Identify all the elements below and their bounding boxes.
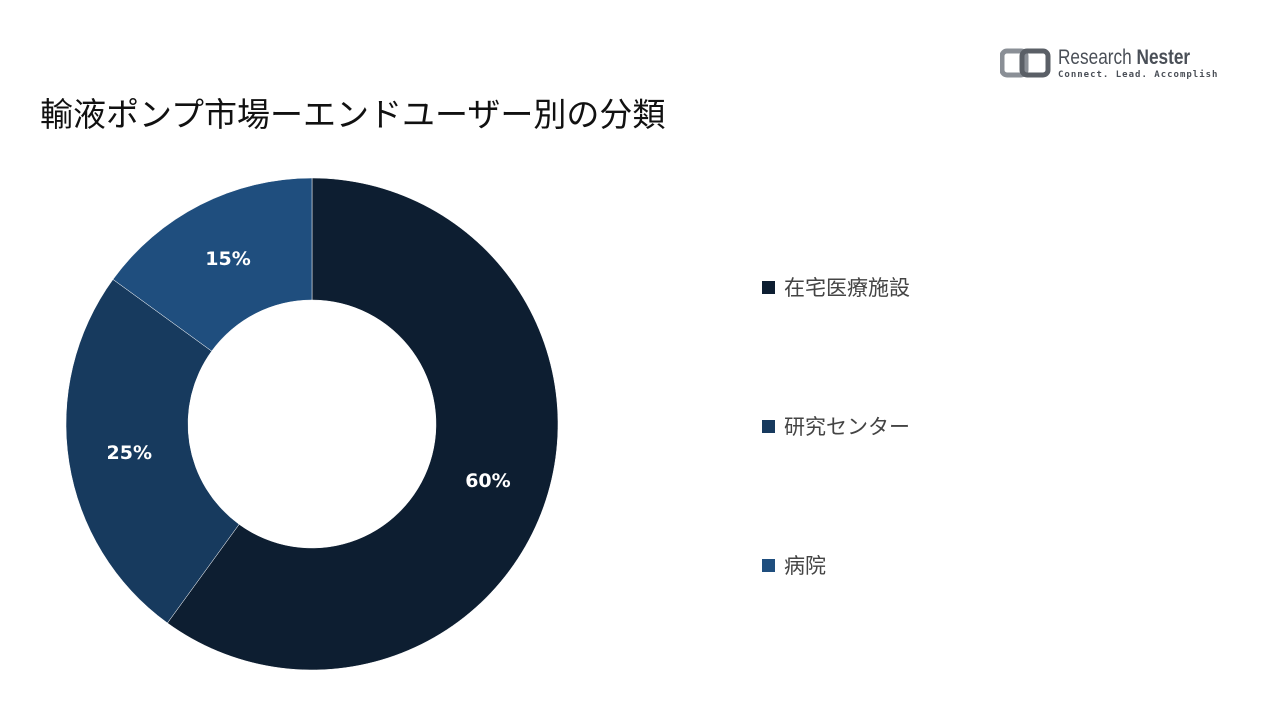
logo-name-part1: Research (1058, 46, 1132, 69)
donut-slice-2 (112, 177, 313, 352)
legend-swatch (762, 558, 775, 572)
research-nester-logo-icon (1000, 48, 1051, 78)
legend-swatch (762, 419, 775, 433)
slice-data-label-2: 15% (205, 248, 250, 270)
research-nester-logo: Research Nester Connect. Lead. Accomplis… (1000, 46, 1230, 86)
legend-item-0: 在宅医療施設 (762, 272, 910, 302)
legend-item-2: 病院 (762, 550, 826, 580)
legend-label: 在宅医療施設 (784, 276, 910, 300)
legend-label: 病院 (784, 554, 826, 578)
donut-slice-0 (167, 177, 559, 671)
page-title: 輸液ポンプ市場ーエンドユーザー別の分類 (40, 95, 666, 134)
logo-name-part2: Nester (1136, 46, 1191, 69)
slice-data-label-0: 60% (465, 470, 510, 492)
legend-label: 研究センター (784, 415, 910, 439)
slice-data-label-1: 25% (107, 442, 152, 464)
logo-tagline: Connect. Lead. Accomplish (1058, 70, 1219, 80)
legend-swatch (762, 280, 775, 294)
legend-item-1: 研究センター (762, 411, 910, 441)
donut-slice-1 (65, 279, 240, 624)
donut-chart: 60% 25% 15% (65, 177, 559, 671)
logo-name: Research Nester (1058, 46, 1190, 70)
